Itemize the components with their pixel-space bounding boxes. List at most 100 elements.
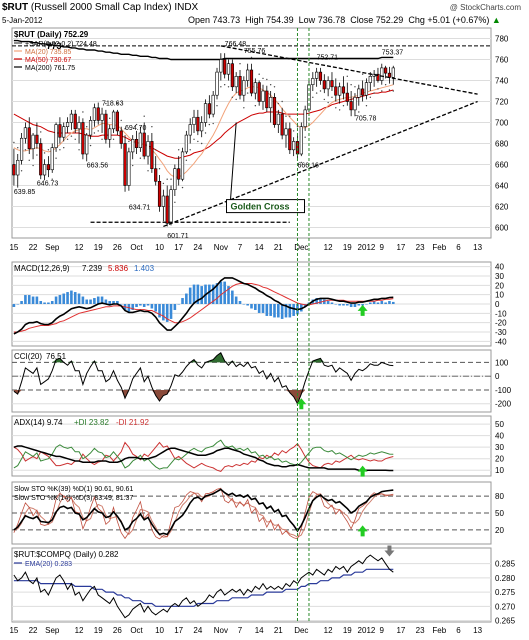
macd-histogram-bar: [135, 304, 138, 307]
candle-body: [349, 101, 353, 111]
price-x-label: 7: [238, 243, 243, 252]
price-x-label: Feb: [432, 243, 446, 252]
date: 5-Jan-2012: [2, 16, 43, 25]
sar-dot: [361, 73, 364, 75]
candle-body: [265, 90, 269, 109]
macd-histogram-bar: [116, 301, 119, 304]
price-tick-label: 640: [495, 182, 509, 191]
bottom-x-label: 17: [396, 626, 405, 635]
macd-tick-label: -30: [495, 328, 507, 337]
price-x-label: 9: [380, 243, 385, 252]
sar-dot: [354, 86, 356, 88]
candle-body: [384, 67, 388, 74]
candle-body: [242, 80, 246, 96]
candle-body: [387, 72, 392, 78]
candle-body: [357, 88, 361, 98]
golden-cross-label: Golden Cross: [231, 202, 290, 212]
chg-arrow-icon: ▲: [491, 15, 501, 25]
candle-body: [85, 134, 89, 155]
price-x-label: 14: [255, 243, 264, 252]
sar-dot: [365, 105, 368, 107]
sar-dot: [381, 90, 383, 92]
price-x-label: 17: [174, 243, 183, 252]
bottom-x-label: 19: [343, 626, 352, 635]
price-x-label: 26: [113, 243, 122, 252]
price-annotation: 755.76: [244, 48, 266, 55]
sar-dot: [128, 140, 130, 143]
macd-histogram-bar: [361, 304, 364, 306]
cci-panel: [11, 349, 492, 413]
sar-dot: [185, 159, 188, 161]
sar-dot: [120, 119, 122, 122]
macd-histogram-bar: [162, 304, 165, 321]
macd-histogram-bar: [384, 302, 387, 304]
macd-histogram-bar: [12, 304, 16, 307]
ma20-line: [13, 84, 394, 178]
candle-body: [161, 195, 165, 207]
candle-body: [127, 151, 131, 186]
candle-body: [123, 143, 127, 186]
macd-histogram-bar: [238, 301, 242, 304]
ratio-title: $RUT:$COMPQ (Daily) 0.282: [14, 550, 119, 559]
cci-tick-label: 100: [495, 358, 509, 367]
sar-dot: [200, 142, 203, 145]
bottom-x-label: Oct: [130, 626, 143, 635]
candle-body: [380, 67, 384, 81]
macd-histogram-bar: [50, 301, 54, 304]
macd-histogram-bar: [250, 304, 253, 309]
price-x-label: Sep: [45, 243, 60, 252]
price-x-label: 17: [396, 243, 405, 252]
macd-histogram-bar: [265, 304, 269, 316]
price-x-label: 12: [324, 243, 333, 252]
sar-dot: [174, 201, 176, 203]
cci-tick-label: -100: [495, 386, 512, 395]
price-tick-label: 720: [495, 98, 509, 107]
price-x-label: 22: [29, 243, 38, 252]
macd-tick-label: -10: [495, 309, 507, 318]
candle-body: [215, 71, 219, 96]
candle-body: [311, 78, 315, 86]
macd-histogram-bar: [104, 299, 108, 304]
price-x-label: 15: [9, 243, 18, 252]
cci-tick-label: -200: [495, 400, 512, 409]
sar-dot: [13, 141, 15, 144]
macd-histogram-bar: [200, 286, 203, 304]
sar-dot: [262, 77, 264, 80]
cci-value: 76.51: [46, 352, 67, 361]
lower-trendline: [163, 100, 478, 228]
bottom-x-label: 9: [380, 626, 385, 635]
price-tick-label: 760: [495, 56, 509, 65]
macd-value: 7.239: [82, 264, 103, 273]
price-legend-title: $RUT (Daily) 752.29: [14, 30, 89, 39]
bottom-x-label: 26: [113, 626, 122, 635]
price-annotation: 663.56: [87, 163, 109, 170]
macd-histogram-bar: [219, 281, 223, 304]
candle-body: [27, 127, 31, 150]
candle-body: [19, 137, 24, 161]
sar-dot: [32, 164, 34, 167]
sto-tick-label: 80: [495, 492, 504, 501]
ratio-line: [13, 554, 394, 619]
candle-body: [284, 128, 288, 136]
candle-body: [100, 113, 104, 121]
sar-dot: [70, 135, 73, 137]
sar-dot: [204, 132, 207, 134]
macd-histogram-bar: [246, 304, 249, 306]
low-label: Low: [298, 15, 316, 25]
bottom-x-label: 21: [274, 626, 283, 635]
sar-dot: [189, 149, 191, 151]
price-tick-label: 780: [495, 35, 509, 44]
price-annotation: 639.85: [14, 189, 36, 196]
candle-body: [322, 80, 326, 90]
macd-tick-label: 20: [495, 281, 504, 290]
candle-body: [280, 113, 284, 136]
sar-dot: [143, 115, 145, 117]
adx-up-arrow-icon: [357, 465, 368, 477]
candle-body: [169, 189, 173, 224]
adx-tick-label: 10: [495, 466, 504, 475]
sar-dot: [296, 126, 299, 128]
candle-body: [73, 113, 77, 130]
sto-39-label: Slow STO %K(39) %D(1) 90.61, 90.61: [14, 486, 133, 493]
macd-histogram-bar: [16, 304, 20, 305]
sar-dot: [388, 89, 391, 91]
